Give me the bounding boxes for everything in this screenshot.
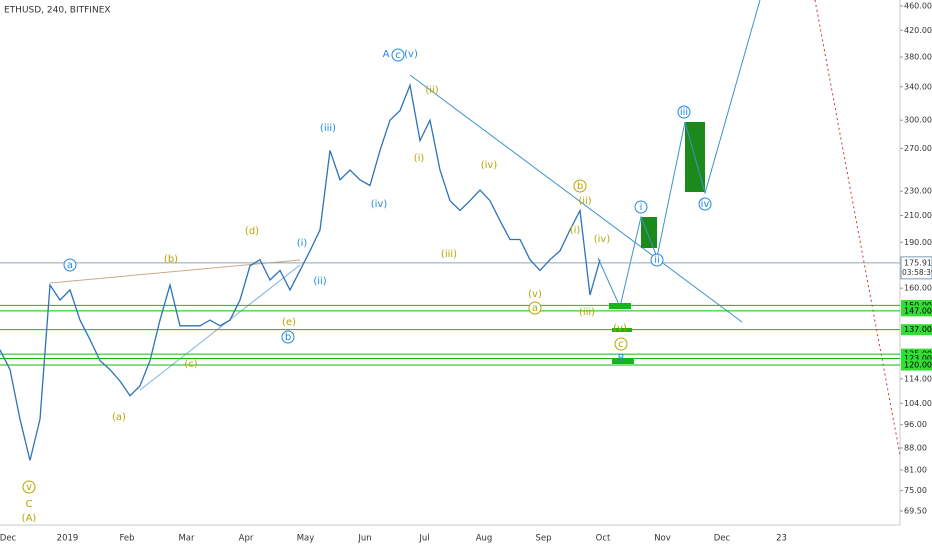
x-tick-label: Dec bbox=[0, 534, 17, 544]
price-level-tag bbox=[901, 359, 932, 371]
y-tick-label: 81.00 bbox=[904, 466, 927, 475]
wave-label: (iii) bbox=[441, 249, 457, 260]
x-tick-label: Aug bbox=[476, 534, 493, 544]
wave-circle bbox=[677, 105, 691, 119]
wave-label: c bbox=[618, 339, 624, 350]
x-tick-label: 23 bbox=[776, 534, 787, 544]
y-tick-label: 300.00 bbox=[904, 116, 932, 125]
trend-line bbox=[139, 264, 301, 391]
x-tick-label: Apr bbox=[239, 534, 254, 544]
trend-line bbox=[409, 74, 743, 323]
trend-line bbox=[49, 259, 301, 284]
wave-label: (ii) bbox=[578, 196, 591, 207]
x-tick-label: Sep bbox=[535, 534, 551, 544]
last-price-tag bbox=[900, 256, 932, 280]
wave-circle bbox=[614, 337, 628, 351]
x-tick-label: Nov bbox=[654, 534, 671, 544]
x-tick-label: Mar bbox=[178, 534, 195, 544]
wave-label: (A) bbox=[22, 513, 37, 524]
wave-circle bbox=[22, 480, 36, 494]
wave-label: v bbox=[26, 482, 32, 493]
wave-label: ii bbox=[654, 255, 660, 266]
price-level-label: 137.00 bbox=[904, 325, 932, 334]
wave-label: (e) bbox=[282, 317, 296, 328]
wave-label: C bbox=[26, 499, 33, 510]
wave-label: (v) bbox=[404, 49, 418, 60]
wave-label: (a) bbox=[112, 412, 126, 423]
wave-circle bbox=[63, 258, 77, 272]
price-level-tag bbox=[901, 305, 932, 317]
wave-circle bbox=[528, 301, 542, 315]
wave-label: iii bbox=[680, 107, 688, 118]
y-tick-label: 380.00 bbox=[904, 53, 932, 62]
countdown: 03:58:39 bbox=[902, 268, 932, 277]
wave-label: (v) bbox=[528, 289, 542, 300]
price-level-tag bbox=[901, 352, 932, 364]
y-tick-label: 160.00 bbox=[904, 284, 932, 293]
wave-circle bbox=[650, 253, 664, 267]
wave-label: a bbox=[67, 260, 73, 271]
y-tick-label: 210.00 bbox=[904, 211, 932, 220]
chart-title: ETHUSD, 240, BITFINEX bbox=[4, 6, 111, 16]
wave-label: (ii) bbox=[425, 85, 438, 96]
y-tick-label: 114.00 bbox=[904, 374, 932, 383]
y-tick-label: 230.00 bbox=[904, 187, 932, 196]
y-tick-label: 340.00 bbox=[904, 82, 932, 91]
wave-label: (i) bbox=[570, 225, 581, 236]
wave-circle bbox=[698, 197, 712, 211]
wave-label: c bbox=[395, 50, 401, 61]
wave-label: (iii) bbox=[320, 123, 336, 134]
y-tick-label: 460.00 bbox=[904, 2, 932, 11]
wave-label: a bbox=[532, 303, 538, 314]
y-tick-label: 420.00 bbox=[904, 26, 932, 35]
wave-circle bbox=[391, 48, 405, 62]
x-tick-label: Oct bbox=[596, 534, 611, 544]
y-tick-label: 88.00 bbox=[904, 443, 927, 452]
wave-label: i bbox=[640, 202, 643, 213]
target-box bbox=[641, 217, 657, 248]
wave-label: (d) bbox=[245, 226, 259, 237]
wave-label: (i) bbox=[414, 153, 425, 164]
wave-label: b bbox=[285, 332, 291, 343]
target-zone bbox=[612, 358, 634, 364]
wave-label: (b) bbox=[164, 254, 178, 265]
wave-label: (v) bbox=[613, 323, 627, 334]
target-zone bbox=[609, 303, 631, 309]
x-tick-label: Jul bbox=[418, 534, 429, 544]
wave-label: b bbox=[577, 181, 583, 192]
x-tick-label: 2019 bbox=[57, 534, 79, 544]
y-tick-label: 69.50 bbox=[904, 507, 927, 516]
x-tick-label: May bbox=[297, 534, 315, 544]
wave-circle bbox=[573, 179, 587, 193]
y-tick-label: 96.00 bbox=[904, 420, 927, 429]
wave-label: (c) bbox=[184, 359, 197, 370]
price-line bbox=[0, 82, 601, 461]
price-level-label: 123.00 bbox=[904, 354, 932, 363]
y-tick-label: 270.00 bbox=[904, 144, 932, 153]
x-tick-label: Feb bbox=[119, 534, 134, 544]
price-level-label: 120.00 bbox=[904, 361, 932, 370]
red-dotted-line bbox=[814, 0, 901, 456]
last-price-label: 175.91 bbox=[904, 258, 932, 267]
y-tick-label: 104.00 bbox=[904, 399, 932, 408]
wave-label: (iii) bbox=[579, 307, 595, 318]
wave-label: (iv) bbox=[594, 234, 611, 245]
wave-label: B bbox=[618, 353, 625, 364]
y-tick-label: 75.00 bbox=[904, 486, 927, 495]
x-tick-label: Dec bbox=[714, 534, 731, 544]
wave-label: A bbox=[383, 49, 390, 60]
price-level-label: 147.00 bbox=[904, 306, 932, 315]
wave-label: (ii) bbox=[313, 276, 326, 287]
x-tick-label: Jun bbox=[357, 534, 371, 544]
wave-circle bbox=[634, 200, 648, 214]
wave-label: iv bbox=[701, 199, 710, 210]
wave-circle bbox=[281, 330, 295, 344]
wave-label: (i) bbox=[297, 238, 308, 249]
wave-label: (iv) bbox=[371, 199, 388, 210]
y-tick-label: 190.00 bbox=[904, 238, 932, 247]
price-level-tag bbox=[901, 324, 932, 336]
wave-label: (iv) bbox=[481, 160, 498, 171]
